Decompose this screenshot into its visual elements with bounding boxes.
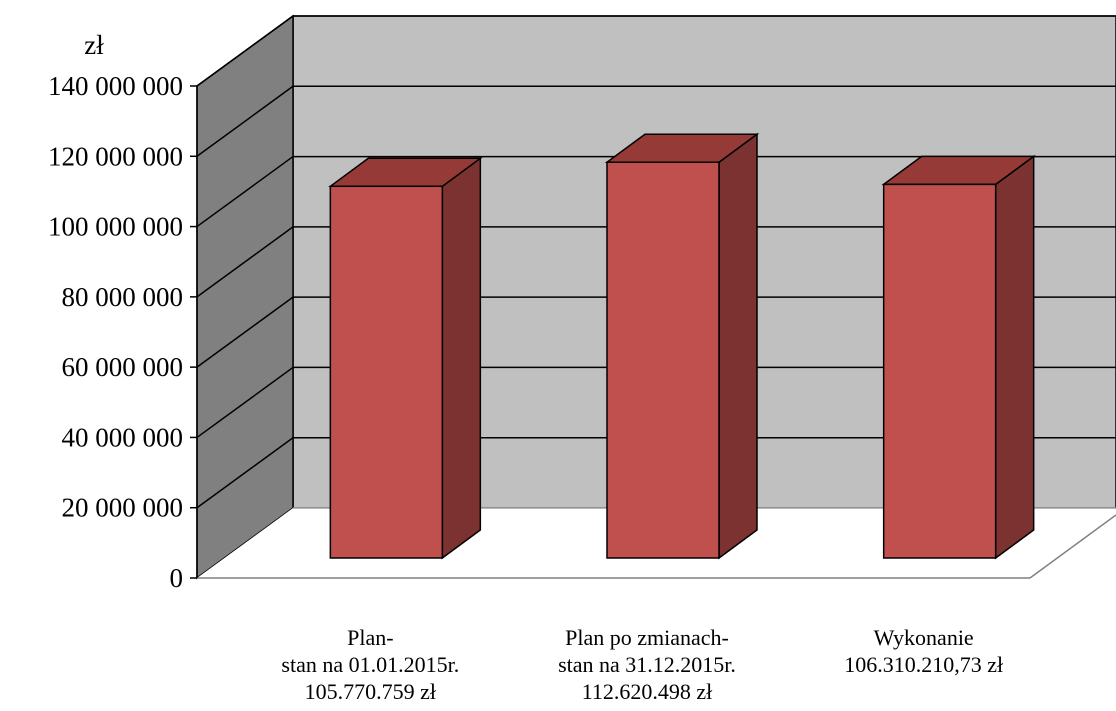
gridline-side xyxy=(196,85,294,157)
floor-right-edge xyxy=(1029,514,1116,579)
y-tick-label: 100 000 000 xyxy=(48,212,183,242)
gridline-side xyxy=(196,226,294,298)
bar-side xyxy=(441,156,482,560)
category-label-line: Plan- xyxy=(347,625,393,650)
bar-1 xyxy=(328,156,483,560)
side-wall xyxy=(196,14,294,580)
bar-3 xyxy=(881,154,1036,560)
gridline-side xyxy=(196,437,294,509)
category-label-line: stan na 31.12.2015r. xyxy=(558,652,736,677)
gridline-side xyxy=(196,155,294,228)
category-label-line: 106.310.210,73 zł xyxy=(844,652,1003,677)
y-tick-label: 0 xyxy=(170,563,184,593)
gridline-side xyxy=(196,15,294,87)
y-tick-label: 80 000 000 xyxy=(62,282,184,312)
y-tick-label: 120 000 000 xyxy=(48,141,183,171)
category-label-line: stan na 01.01.2015r. xyxy=(281,652,459,677)
category-label-1: Plan-stan na 01.01.2015r.105.770.759 zł xyxy=(281,625,459,704)
gridline-side xyxy=(196,296,294,368)
bar-front xyxy=(329,185,444,559)
y-tick-label: 40 000 000 xyxy=(62,422,184,452)
y-axis: 0 20 000 000 40 000 000 60 000 000 80 000 00… xyxy=(48,71,198,593)
bar-front xyxy=(606,161,720,559)
category-label-line: Wykonanie xyxy=(874,625,974,650)
y-tick-label: 20 000 000 xyxy=(62,493,184,523)
category-label-2: Plan po zmianach-stan na 31.12.2015r.112… xyxy=(558,625,736,704)
bar-2 xyxy=(604,132,760,560)
y-tick-label: 60 000 000 xyxy=(62,352,184,382)
bar-front xyxy=(882,183,997,559)
category-label-line: Plan po zmianach- xyxy=(565,625,729,650)
bar-side xyxy=(718,132,758,560)
bar-side xyxy=(994,154,1035,560)
gridline-side xyxy=(196,366,294,439)
category-label-line: 112.620.498 zł xyxy=(582,679,713,704)
category-label-line: 105.770.759 zł xyxy=(305,679,436,704)
bars xyxy=(328,132,1036,560)
x-axis: Plan-stan na 01.01.2015r.105.770.759 złP… xyxy=(281,625,1003,704)
y-tick-label: 140 000 000 xyxy=(48,71,183,101)
y-axis-unit-label: zł xyxy=(84,30,104,60)
